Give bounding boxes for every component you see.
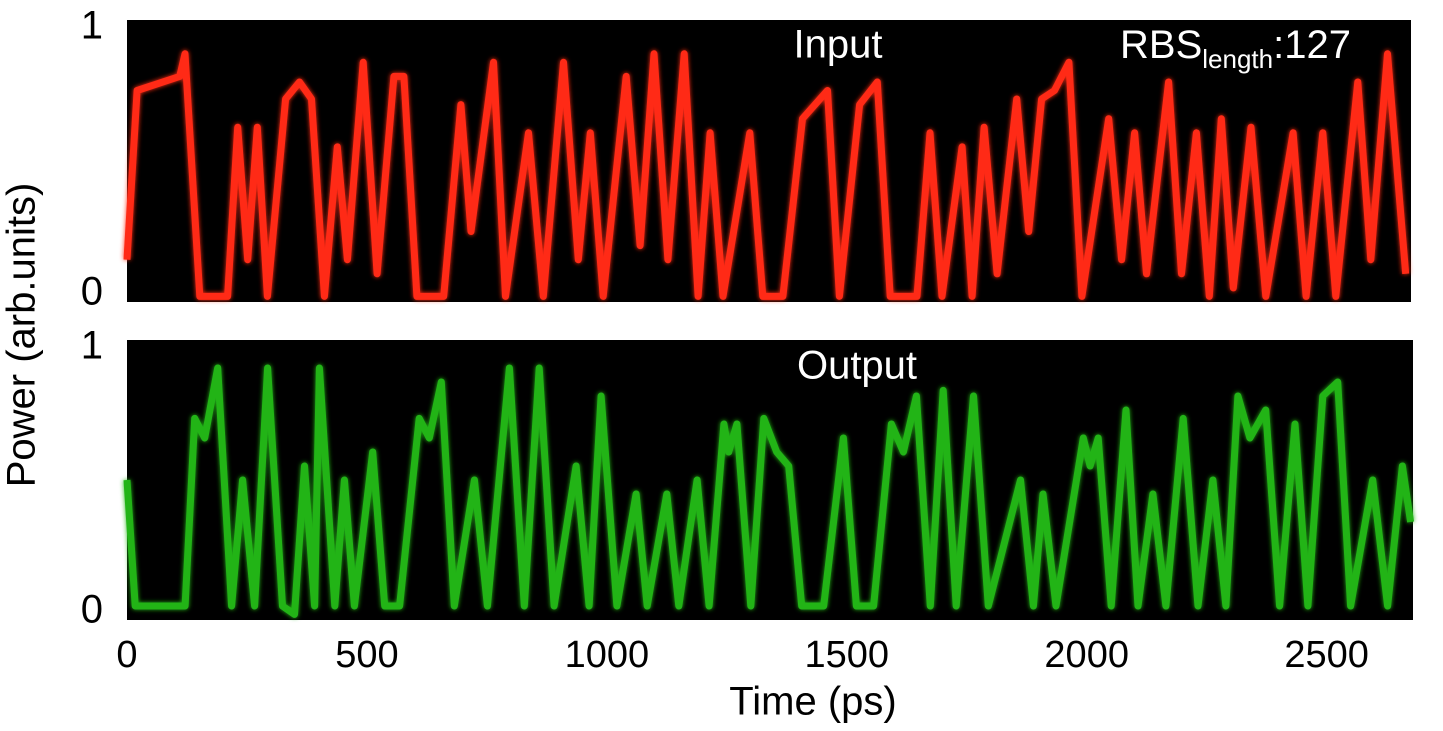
panel-title: Input [794,23,883,67]
x-tick-label: 2500 [1284,634,1369,676]
x-tick-label: 500 [335,634,398,676]
annotation-suffix: :127 [1273,23,1351,67]
x-tick-label: 1500 [805,634,890,676]
x-tick-label: 1000 [565,634,650,676]
y-tick-label: 0 [81,588,103,632]
waveform [123,364,1415,618]
y-tick-label: 1 [81,324,103,368]
panel-title: Output [797,344,917,388]
annotation-text: RBS [1120,23,1202,67]
x-axis-label: Time (ps) [729,680,896,724]
y-tick-label: 1 [81,4,103,48]
annotation: RBSlength:127 [1120,23,1351,74]
y-axis-label: Power (arb.units) [0,183,44,488]
x-tick-label: 2000 [1044,634,1129,676]
waveform [123,50,1410,300]
y-tick-label: 0 [81,270,103,314]
annotation-subscript: length [1202,44,1273,74]
x-tick-label: 0 [116,634,137,676]
